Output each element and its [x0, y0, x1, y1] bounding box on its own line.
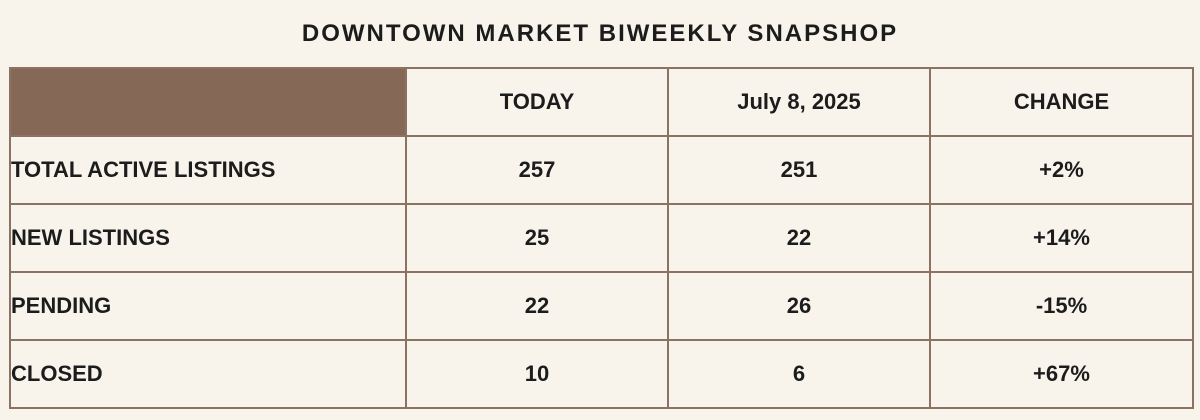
cell-today: 10 — [405, 339, 669, 409]
cell-previous: 22 — [667, 203, 931, 273]
cell-change: -15% — [929, 271, 1194, 341]
row-label-pending: PENDING — [9, 271, 407, 341]
row-label-total-active-listings: TOTAL ACTIVE LISTINGS — [9, 135, 407, 205]
row-label-closed: CLOSED — [9, 339, 407, 409]
table-row: TOTAL ACTIVE LISTINGS 257 251 +2% — [9, 135, 1194, 205]
cell-previous: 6 — [667, 339, 931, 409]
header-corner-cell — [9, 67, 407, 137]
table-header-row: TODAY July 8, 2025 CHANGE — [9, 67, 1194, 137]
page-title: DOWNTOWN MARKET BIWEEKLY SNAPSHOP — [301, 20, 899, 47]
cell-previous: 251 — [667, 135, 931, 205]
cell-change: +67% — [929, 339, 1194, 409]
table-row: CLOSED 10 6 +67% — [9, 339, 1194, 409]
header-today: TODAY — [405, 67, 669, 137]
cell-today: 22 — [405, 271, 669, 341]
table-row: PENDING 22 26 -15% — [9, 271, 1194, 341]
row-label-new-listings: NEW LISTINGS — [9, 203, 407, 273]
header-previous-date: July 8, 2025 — [667, 67, 931, 137]
snapshot-table: TODAY July 8, 2025 CHANGE TOTAL ACTIVE L… — [9, 67, 1194, 409]
table-row: NEW LISTINGS 25 22 +14% — [9, 203, 1194, 273]
cell-change: +14% — [929, 203, 1194, 273]
cell-change: +2% — [929, 135, 1194, 205]
cell-today: 257 — [405, 135, 669, 205]
header-change: CHANGE — [929, 67, 1194, 137]
cell-previous: 26 — [667, 271, 931, 341]
cell-today: 25 — [405, 203, 669, 273]
